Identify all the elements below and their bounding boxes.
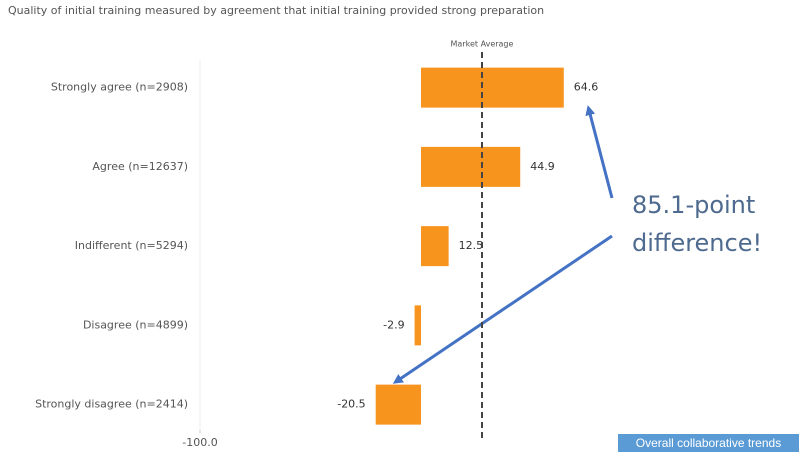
y-tick-label: Disagree (n=4899): [83, 318, 188, 331]
reference-label: Market Average: [451, 40, 514, 49]
chart-title: Quality of initial training measured by …: [8, 4, 545, 17]
bar: [375, 384, 421, 425]
y-tick-label: Agree (n=12637): [92, 160, 188, 173]
value-label: 64.6: [574, 81, 599, 94]
value-label: 44.9: [530, 160, 555, 173]
x-tick-label: -100.0: [182, 436, 217, 449]
value-label: -2.9: [383, 318, 404, 331]
annotation: 85.1-point: [632, 191, 755, 219]
bar: [421, 226, 449, 267]
y-tick-label: Strongly disagree (n=2414): [35, 398, 188, 411]
value-label: -20.5: [337, 398, 365, 411]
y-tick-label: Indifferent (n=5294): [75, 239, 188, 252]
bar: [421, 146, 521, 187]
y-tick-label: Strongly agree (n=2908): [51, 81, 188, 94]
bar: [421, 67, 564, 108]
bar: [414, 305, 421, 346]
arrow: [392, 234, 613, 384]
value-label: 12.5: [459, 239, 484, 252]
arrow: [585, 105, 614, 199]
nav-button[interactable]: Overall collaborative trends: [618, 434, 799, 452]
annotation: difference!: [632, 229, 762, 257]
